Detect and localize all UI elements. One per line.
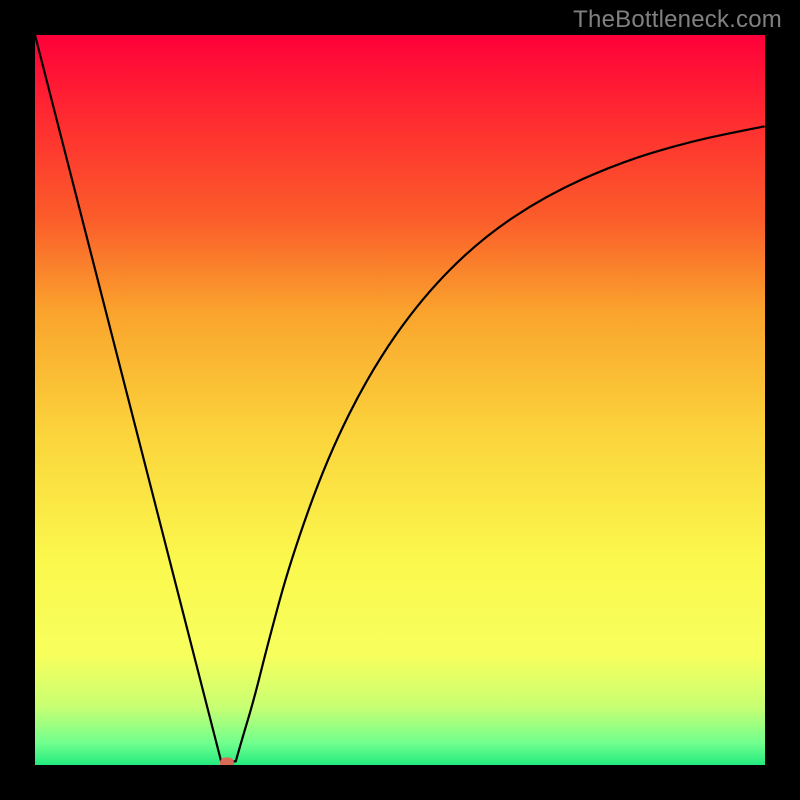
watermark-text: TheBottleneck.com (573, 6, 782, 34)
bottleneck-curve (35, 35, 765, 761)
chart-frame: TheBottleneck.com (0, 0, 800, 800)
plot-area (35, 35, 765, 765)
min-marker (220, 758, 234, 766)
curve-layer (35, 35, 765, 765)
